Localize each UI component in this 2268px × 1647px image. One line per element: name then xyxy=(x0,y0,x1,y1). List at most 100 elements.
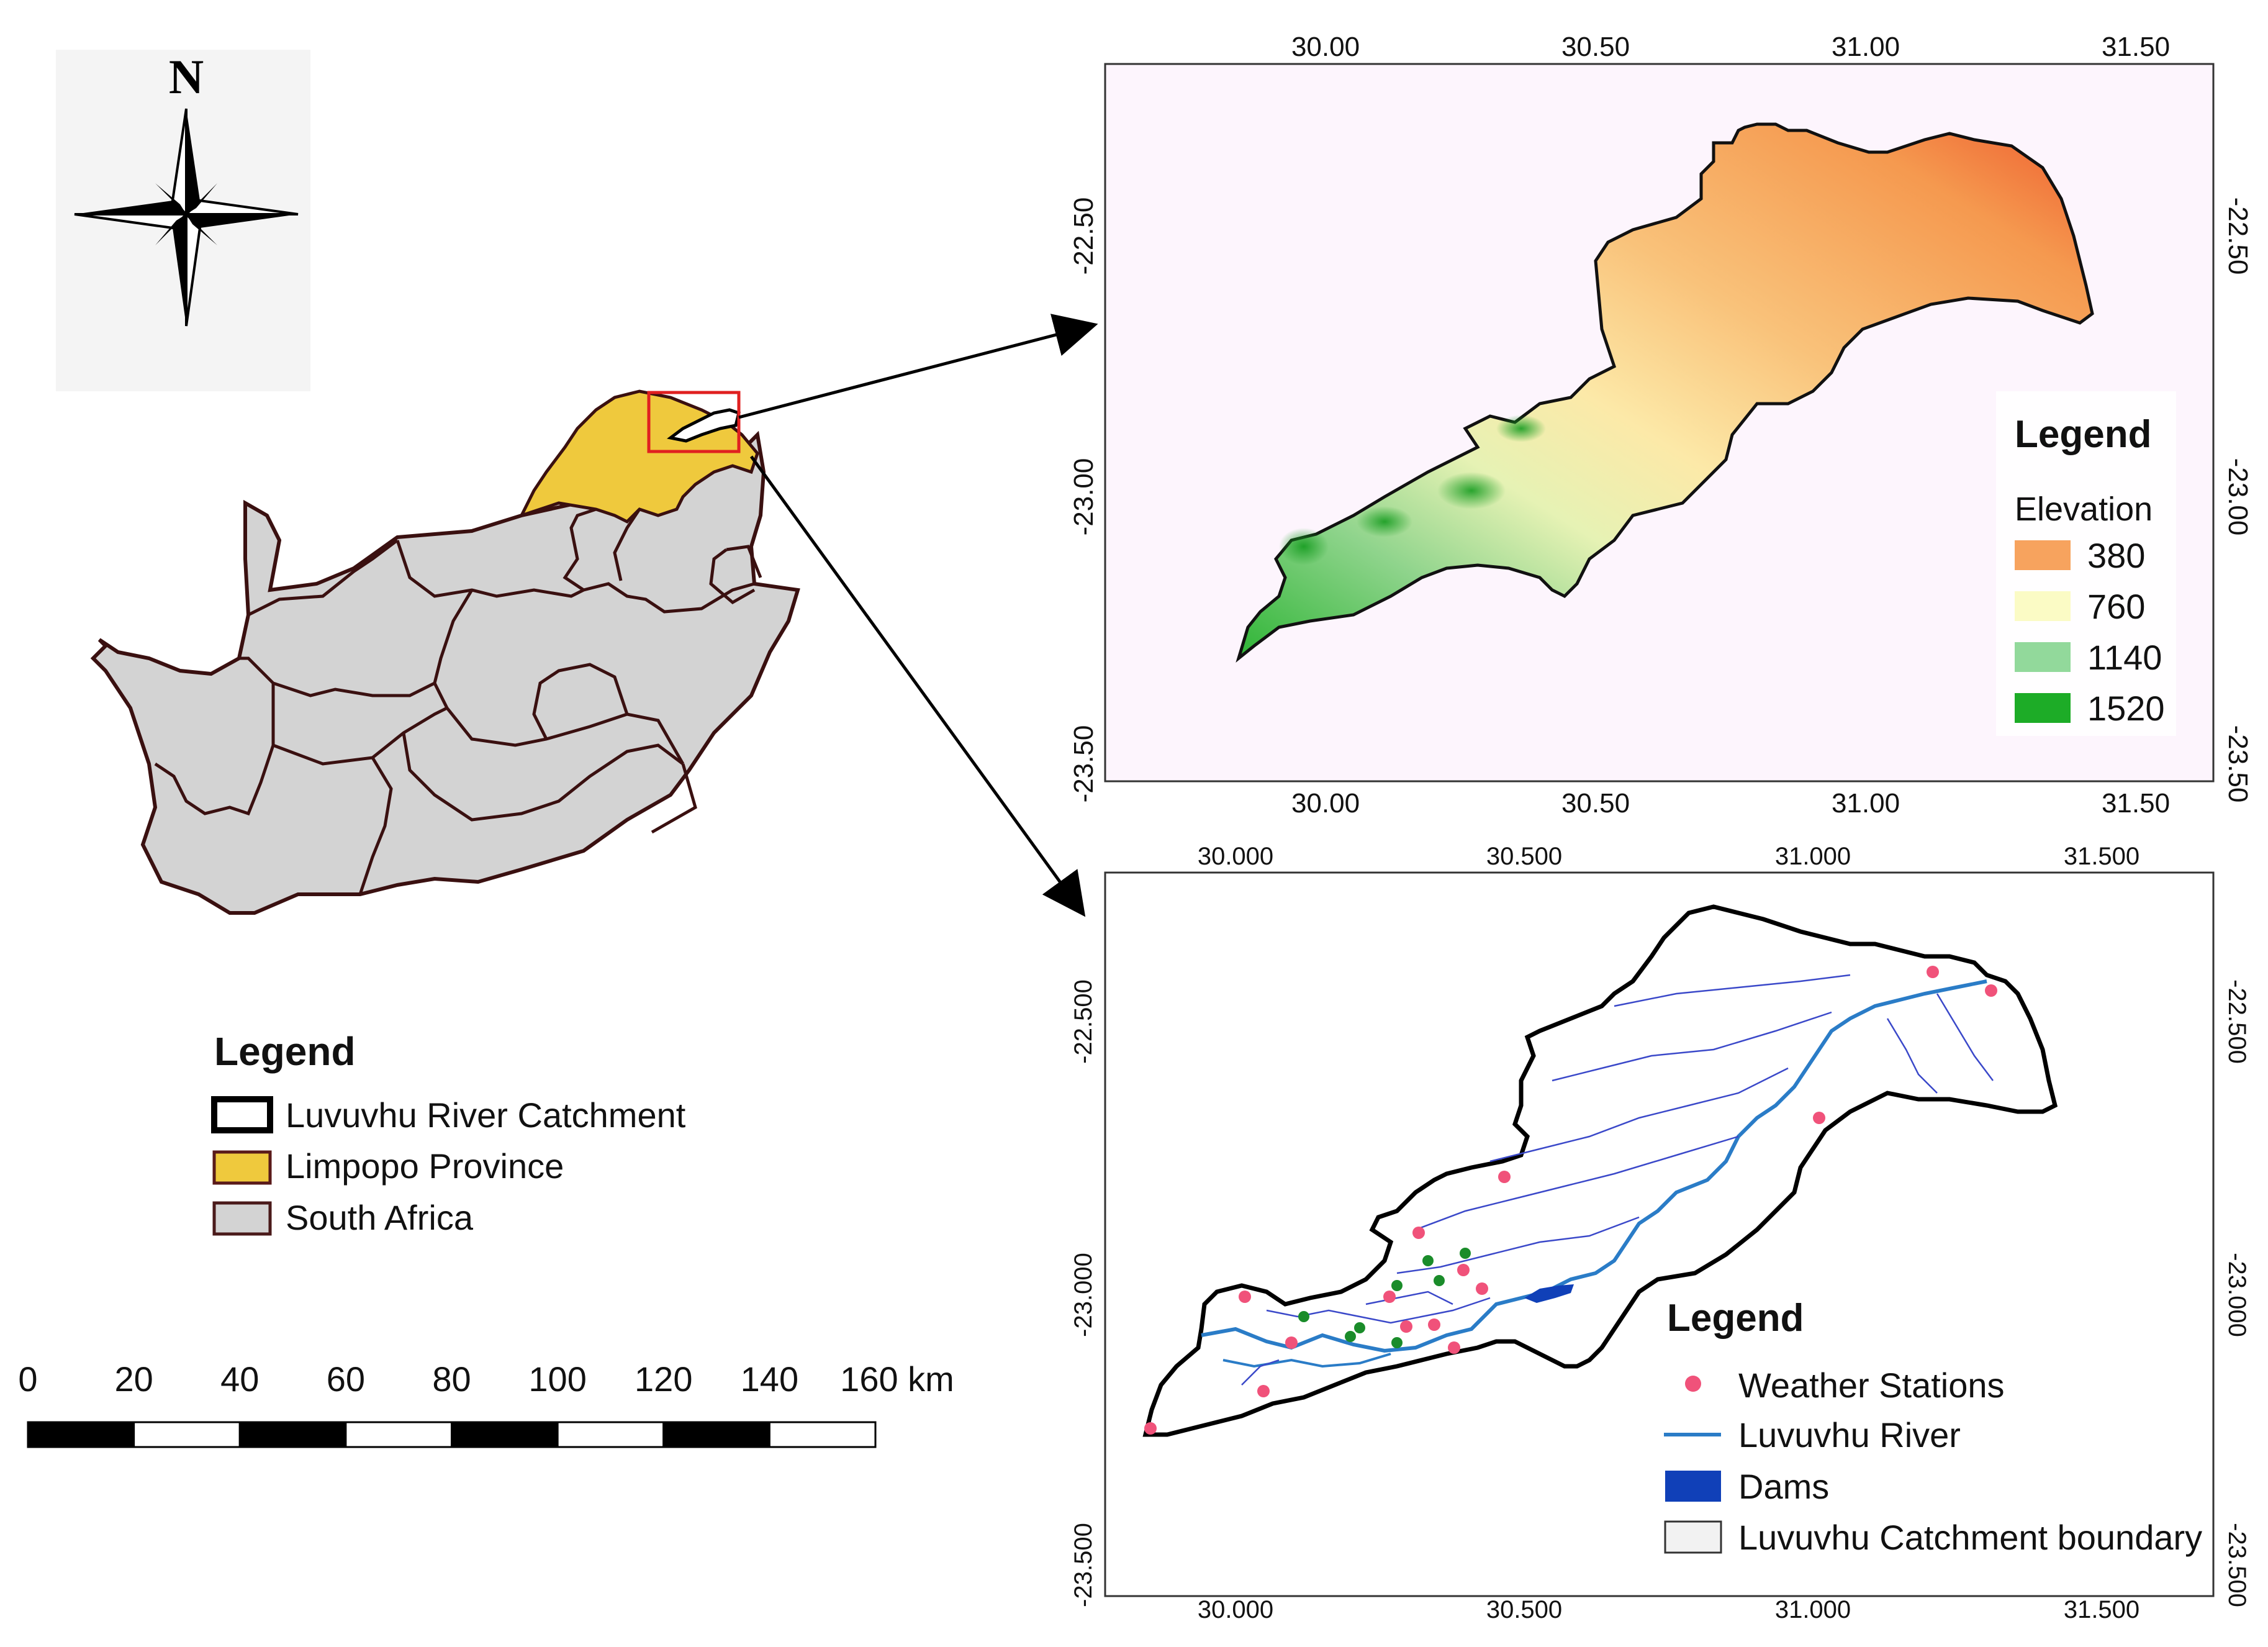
x-tick-label: 30.00 xyxy=(1291,32,1360,62)
weather-station xyxy=(1144,1422,1157,1435)
y-tick-label: -23.500 xyxy=(2223,1523,2251,1607)
north-arrow: N xyxy=(56,50,310,391)
hydro-legend-label-boundary: Luvuvhu Catchment boundary xyxy=(1738,1518,2202,1557)
weather-station xyxy=(1383,1291,1396,1303)
legend-item-south-africa: South Africa xyxy=(212,1198,474,1237)
green-station xyxy=(1391,1280,1403,1291)
x-tick-label: 30.50 xyxy=(1561,788,1630,819)
hydro-y-ticks-left: -22.500 -23.000 -23.500 xyxy=(1070,979,1097,1607)
legend-swatch-limpopo xyxy=(212,1150,272,1185)
weather-station xyxy=(1285,1336,1298,1349)
overview-legend-title: Legend xyxy=(214,1029,356,1074)
green-station xyxy=(1460,1248,1471,1259)
y-tick-label: -23.000 xyxy=(1070,1253,1097,1337)
legend-swatch-catchment xyxy=(211,1096,273,1133)
tributary-4 xyxy=(1415,1135,1739,1231)
tributary-7 xyxy=(1614,974,1851,1007)
hydro-legend-item-river: Luvuvhu River xyxy=(1664,1415,1961,1454)
arrow-to-hydro-map xyxy=(749,455,1086,917)
elevation-legend-swatch xyxy=(2015,540,2071,570)
scale-bar-label: 80 xyxy=(432,1359,471,1399)
elevation-legend-swatch xyxy=(2015,693,2071,723)
green-station xyxy=(1354,1322,1365,1333)
weather-station xyxy=(1498,1171,1511,1183)
x-tick-label: 30.50 xyxy=(1561,32,1630,62)
scale-bar-label: 120 xyxy=(635,1359,692,1399)
highland-green-2 xyxy=(1437,472,1506,509)
x-tick-label: 30.000 xyxy=(1198,1596,1273,1623)
elevation-legend-swatch xyxy=(2015,591,2071,621)
green-station xyxy=(1434,1275,1445,1286)
scale-bar-segment xyxy=(451,1421,559,1448)
weather-station xyxy=(1985,984,1997,997)
elevation-legend-label: 1520 xyxy=(2087,689,2165,728)
scale-bar-label: 160 km xyxy=(840,1359,954,1399)
x-tick-label: 31.500 xyxy=(2064,1596,2139,1623)
scale-bar-segment xyxy=(238,1421,347,1448)
y-tick-label: -22.50 xyxy=(1068,197,1099,275)
highland-green-3 xyxy=(1357,506,1412,537)
weather-station xyxy=(1239,1291,1251,1303)
elevation-legend-subtitle: Elevation xyxy=(2015,491,2153,528)
y-tick-label: -23.50 xyxy=(1068,725,1099,803)
x-tick-label: 30.500 xyxy=(1486,843,1562,870)
scale-bar-segment xyxy=(133,1421,241,1448)
legend-item-limpopo: Limpopo Province xyxy=(212,1146,564,1186)
y-tick-label: -23.000 xyxy=(2223,1253,2251,1337)
y-tick-label: -23.00 xyxy=(2223,458,2253,536)
legend-boundary-swatch xyxy=(1664,1520,1722,1554)
elevation-x-ticks-bottom: 30.00 30.50 31.00 31.50 xyxy=(1291,788,2170,819)
scale-bar-label: 20 xyxy=(114,1359,153,1399)
legend-swatch-south-africa xyxy=(212,1201,272,1236)
x-tick-label: 31.00 xyxy=(1832,788,1900,819)
legend-label-south-africa: South Africa xyxy=(286,1198,474,1237)
x-tick-label: 31.000 xyxy=(1775,843,1851,870)
weather-stations xyxy=(1144,966,1997,1435)
elevation-catchment xyxy=(1236,122,2094,663)
elevation-legend: Legend Elevation 380 760 1140 1520 xyxy=(1996,391,2176,736)
weather-station xyxy=(1448,1341,1460,1354)
overview-legend: Legend Luvuvhu River Catchment Limpopo P… xyxy=(211,1029,686,1237)
scale-bar-segment xyxy=(662,1421,770,1448)
river-network xyxy=(1201,974,1994,1386)
y-tick-label: -23.500 xyxy=(1070,1523,1097,1607)
green-station xyxy=(1345,1331,1356,1342)
tributary-9 xyxy=(1936,993,1994,1081)
elevation-legend-label: 760 xyxy=(2087,587,2145,626)
y-tick-label: -22.500 xyxy=(1070,979,1097,1064)
y-tick-label: -22.500 xyxy=(2223,979,2251,1064)
legend-dam-swatch xyxy=(1665,1471,1721,1502)
hydro-legend-label-dams: Dams xyxy=(1738,1467,1829,1506)
x-tick-label: 30.00 xyxy=(1291,788,1360,819)
legend-label-limpopo: Limpopo Province xyxy=(286,1146,564,1186)
scale-bar-labels: 0 20 40 60 80 100 120 140 160 km xyxy=(18,1359,954,1399)
weather-station xyxy=(1428,1318,1440,1331)
legend-label-catchment: Luvuvhu River Catchment xyxy=(286,1096,686,1135)
green-station xyxy=(1422,1255,1434,1266)
scale-bar-segment xyxy=(768,1421,877,1448)
province-boundaries xyxy=(154,483,762,895)
tributary-3 xyxy=(1396,1216,1640,1274)
arrow-to-elevation-map xyxy=(738,314,1098,419)
highland-green-4 xyxy=(1279,528,1329,565)
hydro-x-ticks-bottom: 30.000 30.500 31.000 31.500 xyxy=(1198,1596,2139,1623)
hydro-legend-title: Legend xyxy=(1667,1297,1804,1340)
scale-bar-label: 100 xyxy=(528,1359,586,1399)
scale-bar-segment xyxy=(556,1421,665,1448)
elevation-x-ticks-top: 30.00 30.50 31.00 31.50 xyxy=(1291,32,2170,62)
elevation-legend-title: Legend xyxy=(2015,413,2151,456)
legend-weather-station-icon xyxy=(1685,1376,1701,1392)
green-station xyxy=(1298,1311,1309,1322)
luvuvhu-river xyxy=(1201,979,1987,1353)
south-africa-outline xyxy=(90,430,800,915)
tributary-1 xyxy=(1222,1353,1391,1368)
elevation-legend-label: 380 xyxy=(2087,536,2145,575)
y-tick-label: -22.50 xyxy=(2223,197,2253,275)
hydro-map: 30.000 30.500 31.000 31.500 30.000 30.500 31.… xyxy=(1070,843,2251,1623)
dam-shape xyxy=(1524,1284,1574,1303)
x-tick-label: 31.000 xyxy=(1775,1596,1851,1623)
weather-station xyxy=(1813,1112,1825,1124)
hydro-legend-label-stations: Weather Stations xyxy=(1738,1366,2005,1405)
hydro-legend-item-boundary: Luvuvhu Catchment boundary xyxy=(1664,1518,2202,1557)
